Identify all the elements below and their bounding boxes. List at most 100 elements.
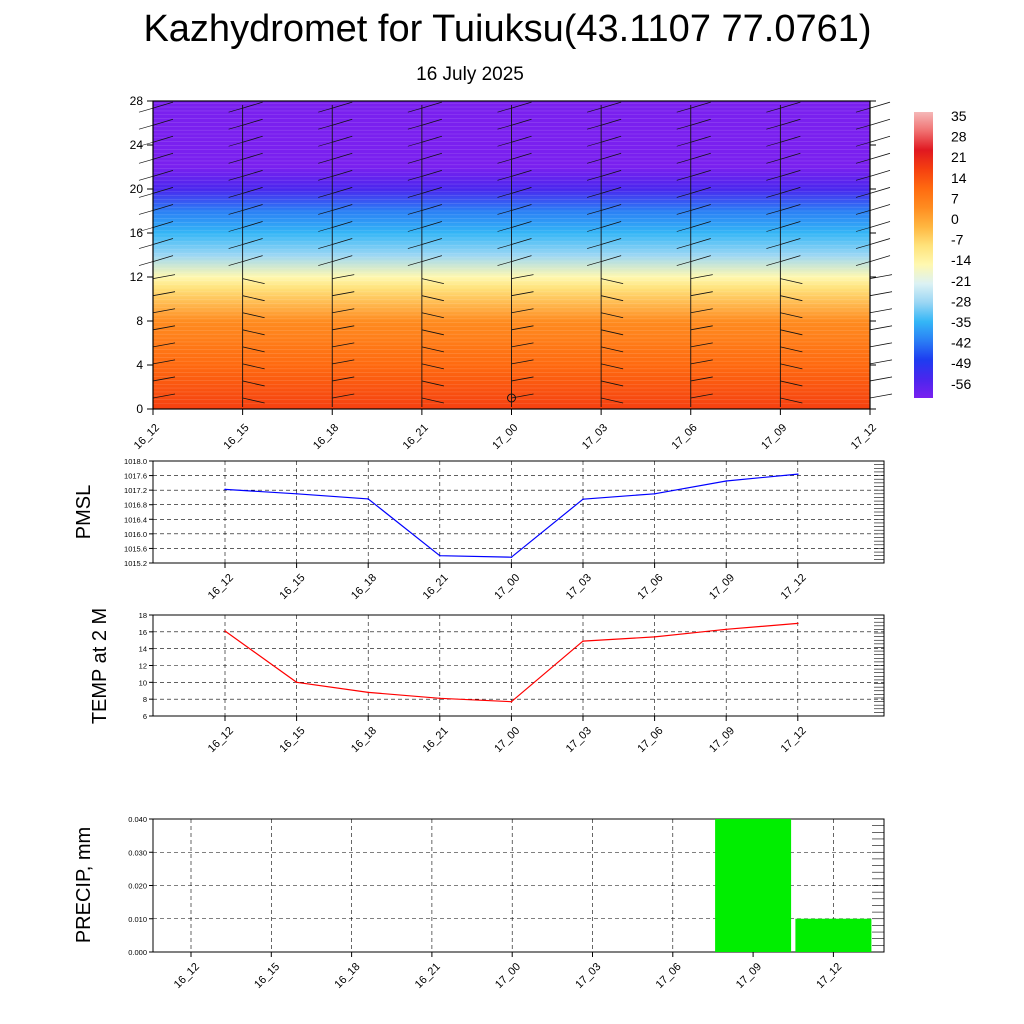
temperature-cross-section: 0 4 8 12 16 20 24 28 16_12 16_15 16_18 16_21 17_00 17…	[130, 94, 893, 452]
wind-barb	[869, 238, 891, 245]
wind-barb	[421, 204, 442, 211]
wind-barb	[766, 176, 781, 181]
wind-barb	[601, 204, 622, 211]
calm-wind-circle	[507, 393, 516, 403]
colorbar-label: 21	[951, 149, 967, 165]
x-tick-label: 16_18	[332, 961, 362, 991]
y-axis-label: TEMP at 2 M	[89, 608, 111, 724]
wind-barb	[242, 135, 263, 143]
wind-barb	[869, 221, 891, 228]
wind-barb	[152, 291, 176, 297]
wind-barb	[587, 141, 602, 147]
wind-barb	[228, 227, 243, 232]
wind-barb	[601, 255, 622, 262]
y-tick-label: 16	[139, 628, 147, 637]
y-tick-label: 0.000	[128, 948, 147, 957]
wind-barb	[601, 346, 624, 353]
wind-barb	[242, 187, 263, 194]
colorbar-bar	[914, 112, 933, 398]
wind-barb	[228, 244, 243, 249]
wind-barb	[332, 118, 353, 126]
wind-barb	[780, 152, 801, 160]
wind-barb	[690, 359, 713, 365]
x-tick-label: 17_06	[654, 961, 684, 991]
wind-barb	[152, 135, 174, 143]
wind-barb	[318, 107, 333, 113]
wind-barb	[332, 169, 353, 177]
wind-barb	[332, 325, 355, 331]
wind-barb	[511, 359, 534, 365]
wind-barb	[601, 312, 624, 319]
wind-barb	[407, 210, 422, 215]
wind-barb	[869, 152, 891, 160]
wind-barb	[511, 342, 534, 348]
wind-barb	[869, 274, 893, 280]
wind-barb	[152, 221, 174, 228]
wind-barb	[676, 141, 691, 147]
wind-barb	[690, 376, 713, 382]
wind-barb	[869, 291, 893, 297]
wind-barb	[780, 397, 803, 404]
x-tick-label: 17_03	[573, 961, 603, 991]
wind-barb	[242, 397, 265, 404]
wind-barb	[407, 159, 422, 164]
wind-barb	[676, 159, 691, 164]
wind-barb	[138, 176, 154, 181]
y-tick-label: 1017.6	[124, 472, 147, 481]
wind-barb	[228, 210, 243, 215]
colorbar-label: -28	[951, 293, 971, 309]
wind-barb	[407, 193, 422, 198]
wind-barb	[138, 210, 154, 215]
wind-barb	[152, 376, 176, 382]
wind-barb	[511, 291, 534, 297]
wind-barb	[690, 118, 711, 126]
x-tick-label: 17_06	[635, 572, 665, 602]
wind-barb	[497, 244, 512, 249]
wind-barb	[601, 169, 622, 177]
wind-barb	[242, 278, 265, 285]
colorbar-label: -14	[951, 252, 971, 268]
wind-barb	[332, 255, 353, 262]
data-point	[797, 622, 799, 625]
wind-barb	[228, 141, 243, 147]
wind-barb	[511, 274, 534, 280]
wind-barb	[421, 380, 444, 387]
wind-barb	[152, 152, 174, 160]
wind-barb	[152, 255, 174, 262]
wind-barb	[780, 204, 801, 211]
wind-barb	[766, 193, 781, 198]
colorbar-label: 0	[951, 211, 959, 227]
wind-barb	[766, 107, 781, 113]
wind-barb	[855, 176, 871, 181]
wind-barb	[152, 274, 176, 280]
wind-barb	[152, 187, 174, 194]
wind-barb	[869, 101, 891, 109]
wind-barb	[855, 261, 871, 266]
wind-barb	[511, 204, 532, 211]
wind-barb	[869, 135, 891, 143]
y-tick-label: 1015.6	[124, 544, 147, 553]
colorbar-label: 14	[951, 170, 967, 186]
wind-barb	[421, 238, 442, 245]
wind-barb	[780, 363, 803, 370]
wind-barb	[332, 152, 353, 160]
x-tick-label: 17_09	[759, 422, 789, 452]
wind-barb	[318, 210, 333, 215]
wind-barb	[318, 141, 333, 147]
x-tick-label: 16_21	[401, 422, 431, 452]
wind-barb	[228, 107, 243, 113]
wind-barb	[318, 176, 333, 181]
wind-barb	[228, 159, 243, 164]
data-point	[653, 492, 656, 495]
wind-barb	[332, 376, 355, 382]
wind-barb	[242, 204, 263, 211]
wind-barb	[780, 255, 801, 262]
wind-barb	[407, 107, 422, 113]
wind-barb	[676, 227, 691, 232]
wind-barb	[242, 255, 263, 262]
x-tick-label: 17_06	[635, 725, 665, 755]
wind-barb	[497, 141, 512, 147]
wind-barb	[421, 397, 444, 404]
wind-barb	[855, 159, 871, 164]
wind-barb	[318, 193, 333, 198]
